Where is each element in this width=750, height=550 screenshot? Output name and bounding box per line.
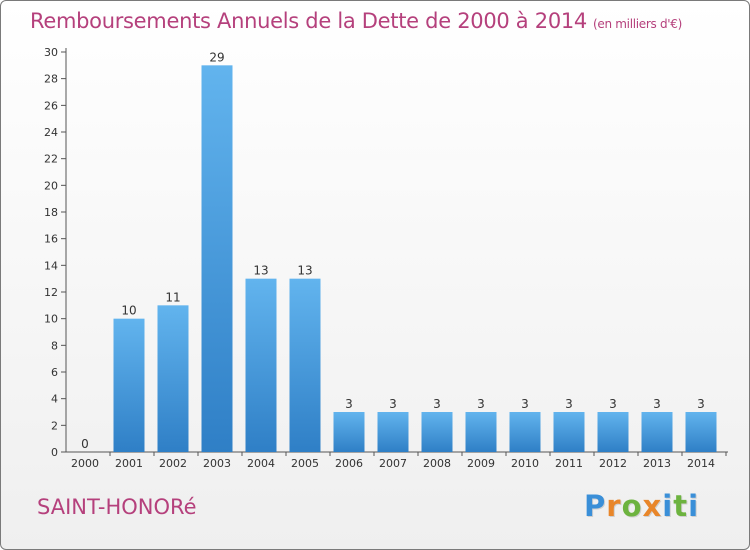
- y-tick-label: 26: [44, 99, 58, 112]
- commune-name: SAINT-HONORé: [37, 495, 197, 519]
- bar-value-label: 3: [477, 397, 485, 411]
- y-tick-label: 10: [44, 313, 58, 326]
- bar-value-label: 3: [345, 397, 353, 411]
- y-tick-label: 16: [44, 233, 58, 246]
- logo-letter: i: [662, 489, 674, 523]
- y-tick-label: 14: [44, 259, 58, 272]
- x-tick-label: 2004: [247, 457, 275, 470]
- y-tick-label: 18: [44, 206, 58, 219]
- x-tick-label: 2013: [643, 457, 671, 470]
- logo-letter: i: [688, 489, 700, 523]
- y-tick-label: 24: [44, 126, 58, 139]
- bar-value-label: 11: [165, 290, 180, 304]
- y-tick-label: 28: [44, 73, 58, 86]
- bar-value-label: 3: [389, 397, 397, 411]
- x-tick-label: 2008: [423, 457, 451, 470]
- bar-value-label: 13: [253, 264, 268, 278]
- x-tick-label: 2010: [511, 457, 539, 470]
- y-tick-label: 0: [51, 446, 58, 459]
- bar-value-label: 3: [433, 397, 441, 411]
- bar: [685, 412, 717, 452]
- bar: [641, 412, 673, 452]
- bar-value-label: 13: [297, 264, 312, 278]
- logo-letter: P: [584, 489, 607, 523]
- bar: [113, 318, 145, 452]
- x-tick-label: 2006: [335, 457, 363, 470]
- bar: [553, 412, 585, 452]
- bar-value-label: 3: [653, 397, 661, 411]
- x-tick-label: 2000: [71, 457, 99, 470]
- bar: [377, 412, 409, 452]
- chart-labels: 0 2000 10 2001 11 2002 29 2003 13 2004 13 2005 3 2006…: [71, 50, 715, 470]
- bar: [465, 412, 497, 452]
- bar: [245, 278, 277, 452]
- x-tick-label: 2001: [115, 457, 143, 470]
- title-text: Remboursements Annuels de la Dette de 20…: [30, 9, 587, 33]
- y-tick-label: 4: [51, 393, 58, 406]
- y-tick-label: 6: [51, 366, 58, 379]
- bar-value-label: 29: [209, 50, 224, 64]
- y-tick-label: 22: [44, 153, 58, 166]
- y-tick-label: 2: [51, 419, 58, 432]
- x-tick-label: 2002: [159, 457, 187, 470]
- title-unit: (en milliers d'€): [593, 17, 683, 31]
- chart-bars: [113, 65, 717, 452]
- bar-value-label: 10: [121, 304, 136, 318]
- bar: [201, 65, 233, 452]
- y-tick-label: 8: [51, 339, 58, 352]
- x-tick-label: 2011: [555, 457, 583, 470]
- x-tick-label: 2003: [203, 457, 231, 470]
- x-tick-label: 2012: [599, 457, 627, 470]
- bar-value-label: 3: [565, 397, 573, 411]
- bar: [597, 412, 629, 452]
- y-tick-label: 30: [44, 46, 58, 59]
- logo-letter: x: [642, 489, 663, 523]
- bar-value-label: 0: [81, 437, 89, 451]
- bar: [289, 278, 321, 452]
- chart-title: Remboursements Annuels de la Dette de 20…: [30, 9, 682, 33]
- x-tick-label: 2009: [467, 457, 495, 470]
- y-tick-label: 20: [44, 179, 58, 192]
- proxiti-logo: Proxiti: [584, 489, 699, 523]
- bar: [421, 412, 453, 452]
- x-tick-label: 2014: [687, 457, 715, 470]
- bar-value-label: 3: [609, 397, 617, 411]
- y-tick-label: 12: [44, 286, 58, 299]
- logo-letter: r: [606, 489, 622, 523]
- bar: [333, 412, 365, 452]
- bar: [157, 305, 189, 452]
- x-tick-label: 2007: [379, 457, 407, 470]
- bar: [509, 412, 541, 452]
- logo-letter: o: [621, 489, 643, 523]
- bar-value-label: 3: [697, 397, 705, 411]
- logo-letter: t: [673, 489, 689, 523]
- bar-value-label: 3: [521, 397, 529, 411]
- x-tick-label: 2005: [291, 457, 319, 470]
